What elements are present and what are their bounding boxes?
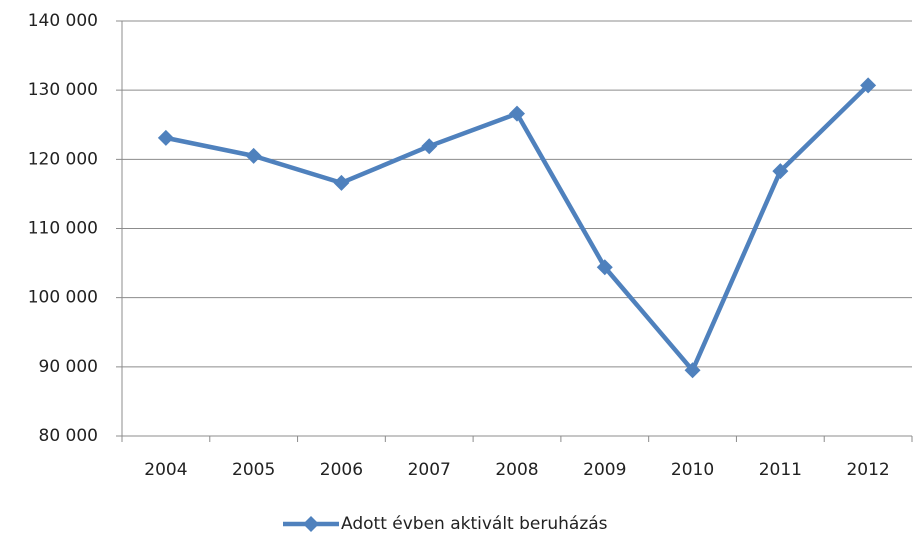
line-series bbox=[165, 83, 870, 373]
x-tick-label: 2012 bbox=[846, 460, 889, 480]
point bbox=[421, 138, 438, 155]
point bbox=[157, 129, 174, 146]
point bbox=[772, 163, 789, 180]
legend-marker bbox=[303, 516, 319, 532]
y-tick-label: 130 000 bbox=[28, 80, 98, 100]
point bbox=[509, 105, 525, 122]
x-tick-label: 2007 bbox=[408, 460, 451, 480]
point bbox=[684, 362, 701, 379]
y-tick-label: 140 000 bbox=[28, 11, 98, 31]
point bbox=[596, 259, 613, 276]
point bbox=[860, 77, 877, 94]
x-tick-label: 2008 bbox=[495, 460, 538, 480]
y-tick-label: 110 000 bbox=[28, 219, 98, 239]
y-tick-label: 80 000 bbox=[39, 426, 98, 446]
x-tick-label: 2006 bbox=[320, 460, 363, 480]
x-tick-label: 2011 bbox=[759, 460, 802, 480]
x-tick-label: 2005 bbox=[232, 460, 275, 480]
x-tick-label: 2004 bbox=[144, 460, 187, 480]
x-tick-label: 2010 bbox=[671, 460, 714, 480]
y-tick-label: 100 000 bbox=[28, 288, 98, 308]
point bbox=[245, 147, 262, 164]
x-tick-label: 2009 bbox=[583, 460, 626, 480]
y-tick-label: 120 000 bbox=[28, 149, 98, 169]
legend-label: Adott évben aktivált beruházás bbox=[341, 514, 608, 534]
y-tick-label: 90 000 bbox=[39, 357, 98, 377]
point bbox=[333, 174, 350, 191]
